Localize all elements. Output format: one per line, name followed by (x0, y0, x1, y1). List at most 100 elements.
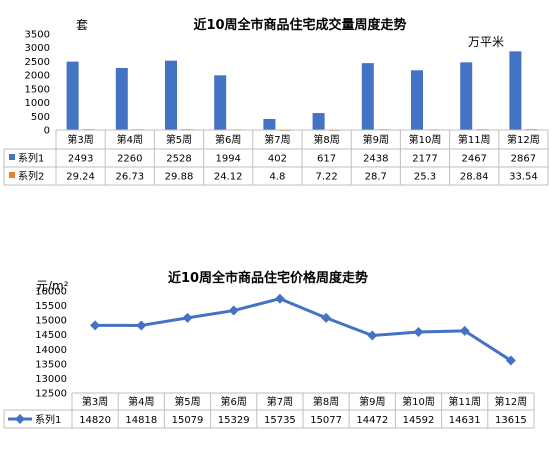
volume-left-unit: 套 (76, 18, 88, 32)
volume-chart-title: 近10周全市商品住宅成交量周度走势 (193, 17, 406, 33)
volume-bar-series1 (460, 62, 473, 131)
price-category-label: 第11周 (448, 395, 481, 408)
volume-series2-value: 26.73 (115, 172, 144, 183)
volume-series1-value: 402 (268, 154, 287, 165)
volume-series1-value: 617 (317, 154, 336, 165)
volume-y-tick: 2000 (25, 71, 50, 82)
volume-bar-series1 (509, 51, 522, 130)
volume-series1-value: 2438 (363, 154, 388, 165)
price-y-tick: 15500 (35, 301, 67, 312)
volume-series2-value: 29.88 (165, 172, 194, 183)
price-point-marker (367, 330, 378, 341)
volume-y-tick: 500 (31, 112, 50, 123)
volume-series1-value: 2867 (511, 154, 536, 165)
volume-series2-value: 25.3 (414, 172, 436, 183)
volume-y-tick: 2500 (25, 57, 50, 68)
volume-series2-value: 4.8 (269, 172, 285, 183)
volume-category-label: 第6周 (215, 133, 241, 146)
volume-series2-value: 28.84 (460, 172, 489, 183)
volume-category-label: 第11周 (458, 133, 491, 146)
volume-category-label: 第3周 (67, 133, 93, 146)
price-data-table: 第3周 14820 第4周 14818 第5周 15079 第6周 15329 第7周 15735… (3, 392, 535, 429)
price-series1-value: 15077 (310, 415, 342, 426)
price-point-marker (182, 312, 193, 323)
price-series1-value: 15079 (172, 415, 204, 426)
volume-series1-value: 2493 (68, 154, 93, 165)
volume-series2-value: 24.12 (214, 172, 243, 183)
price-point-marker (413, 327, 424, 338)
volume-series2-name: 系列2 (18, 170, 44, 183)
price-category-label: 第4周 (128, 395, 154, 408)
volume-series1-value: 2528 (166, 154, 191, 165)
price-category-label: 第3周 (82, 395, 108, 408)
volume-bar-series1 (66, 61, 79, 130)
price-axis: 16000 15500 15000 14500 14000 13500 13000 12500 (35, 287, 67, 400)
volume-series2-value: 33.54 (509, 172, 538, 183)
price-series1-value: 14631 (449, 415, 481, 426)
price-series1-value: 14820 (79, 415, 111, 426)
price-category-label: 第6周 (221, 395, 247, 408)
price-category-label: 第12周 (495, 395, 528, 408)
price-series1-value: 15735 (264, 415, 296, 426)
price-series1-value: 14472 (356, 415, 388, 426)
volume-bar-series1 (115, 68, 128, 130)
volume-category-label: 第12周 (507, 133, 540, 146)
volume-bar-series1 (263, 118, 276, 130)
volume-category-label: 第8周 (313, 133, 339, 146)
price-category-label: 第5周 (174, 395, 200, 408)
price-series1-name: 系列1 (35, 413, 61, 426)
price-series1-value: 15329 (218, 415, 250, 426)
price-category-label: 第8周 (313, 395, 339, 408)
volume-series2-value: 7.22 (315, 172, 337, 183)
volume-y-tick: 0 (44, 126, 50, 137)
price-point-marker (274, 293, 285, 304)
price-unit: 元/m² (36, 279, 69, 293)
volume-category-label: 第5周 (166, 133, 192, 146)
price-series1-value: 13615 (495, 415, 527, 426)
price-point-marker (136, 320, 147, 331)
volume-category-label: 第10周 (409, 133, 442, 146)
price-line (90, 293, 516, 366)
price-point-marker (505, 355, 516, 366)
volume-y-tick: 3000 (25, 43, 50, 54)
volume-series1-value: 2467 (461, 154, 486, 165)
price-y-tick: 15000 (35, 316, 67, 327)
price-y-tick: 13000 (35, 374, 67, 385)
volume-series1-value: 1994 (215, 154, 240, 165)
volume-series2-value: 28.7 (365, 172, 387, 183)
volume-y-tick: 1500 (25, 84, 50, 95)
volume-bar-series1 (361, 63, 374, 130)
price-point-marker (459, 325, 470, 336)
volume-category-label: 第7周 (264, 133, 290, 146)
price-category-label: 第7周 (267, 395, 293, 408)
volume-category-label: 第4周 (117, 133, 143, 146)
price-series1-value: 14592 (403, 415, 435, 426)
volume-right-unit: 万平米 (468, 35, 504, 49)
volume-series1-value: 2177 (412, 154, 437, 165)
volume-bar-series1 (411, 70, 423, 130)
volume-series2-value: 29.24 (66, 172, 95, 183)
price-y-tick: 12500 (35, 389, 67, 400)
volume-bars (66, 51, 538, 131)
volume-bar-series1 (312, 113, 325, 130)
price-series1-key-marker (15, 414, 25, 424)
volume-data-table: 第3周 2493 29.24 第4周 2260 26.73 第5周 2528 29.88 第6周 1… (3, 129, 549, 186)
price-category-label: 第9周 (359, 395, 385, 408)
volume-series2-key (9, 172, 15, 178)
price-series1-value: 14818 (125, 415, 157, 426)
price-category-label: 第10周 (402, 395, 435, 408)
price-y-tick: 14000 (35, 345, 67, 356)
price-y-tick: 14500 (35, 330, 67, 341)
price-point-marker (90, 320, 101, 331)
volume-bar-series1 (165, 60, 177, 131)
price-series-line (95, 297, 512, 362)
price-y-tick: 16000 (35, 287, 67, 298)
price-point-marker (228, 305, 239, 316)
volume-bar-series1 (214, 75, 227, 130)
volume-series1-value: 2260 (117, 154, 142, 165)
volume-category-label: 第9周 (363, 133, 389, 146)
price-point-marker (321, 312, 332, 323)
price-y-tick: 13500 (35, 359, 67, 370)
volume-y-tick: 3500 (25, 30, 50, 41)
